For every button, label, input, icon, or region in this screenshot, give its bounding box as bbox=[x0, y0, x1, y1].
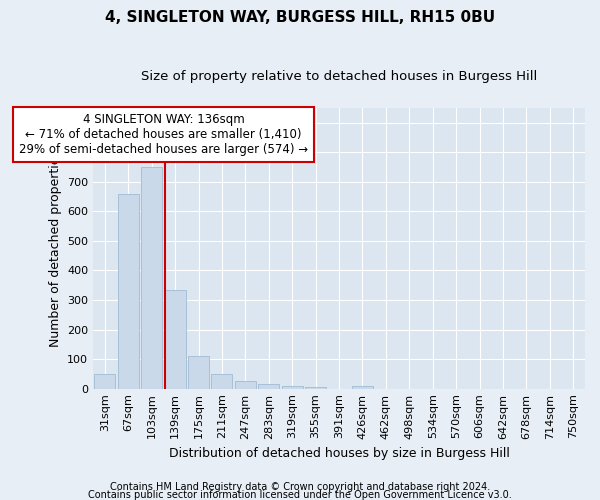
Bar bbox=[211, 374, 232, 388]
Text: 4 SINGLETON WAY: 136sqm
← 71% of detached houses are smaller (1,410)
29% of semi: 4 SINGLETON WAY: 136sqm ← 71% of detache… bbox=[19, 113, 308, 156]
Bar bbox=[281, 386, 303, 388]
Y-axis label: Number of detached properties: Number of detached properties bbox=[49, 150, 62, 346]
Text: 4, SINGLETON WAY, BURGESS HILL, RH15 0BU: 4, SINGLETON WAY, BURGESS HILL, RH15 0BU bbox=[105, 10, 495, 25]
Bar bbox=[352, 386, 373, 388]
Bar bbox=[118, 194, 139, 388]
Bar bbox=[258, 384, 280, 388]
Bar bbox=[235, 382, 256, 388]
Title: Size of property relative to detached houses in Burgess Hill: Size of property relative to detached ho… bbox=[141, 70, 537, 83]
Text: Contains HM Land Registry data © Crown copyright and database right 2024.: Contains HM Land Registry data © Crown c… bbox=[110, 482, 490, 492]
Bar bbox=[188, 356, 209, 388]
Text: Contains public sector information licensed under the Open Government Licence v3: Contains public sector information licen… bbox=[88, 490, 512, 500]
Bar bbox=[94, 374, 115, 388]
Bar bbox=[141, 167, 162, 388]
Bar bbox=[164, 290, 185, 388]
Bar bbox=[305, 387, 326, 388]
X-axis label: Distribution of detached houses by size in Burgess Hill: Distribution of detached houses by size … bbox=[169, 447, 509, 460]
